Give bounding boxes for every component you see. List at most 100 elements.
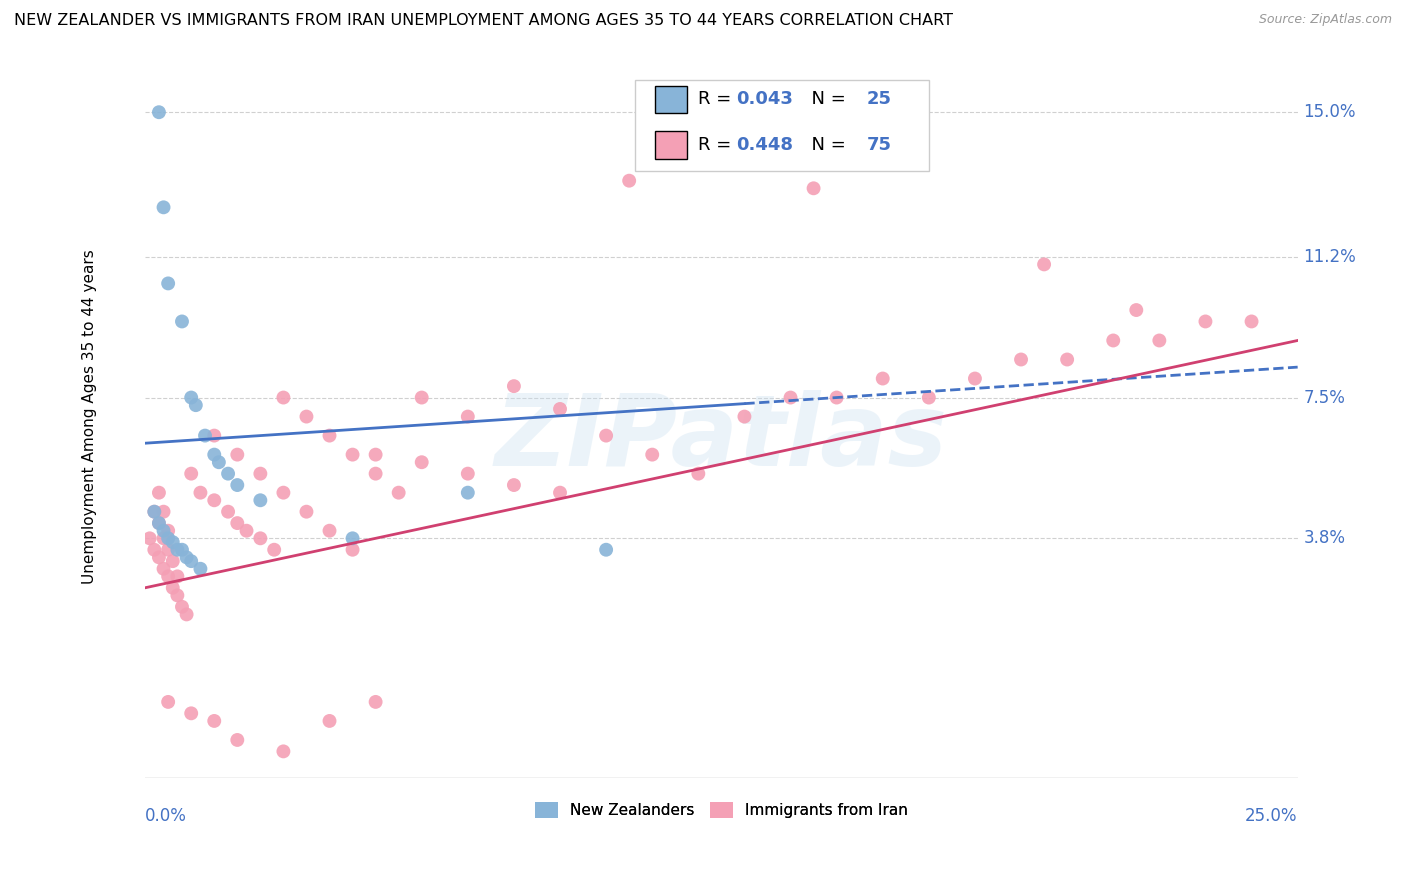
Point <box>180 554 202 568</box>
Text: 25: 25 <box>866 90 891 108</box>
Text: N =: N = <box>800 136 851 153</box>
Point <box>162 554 184 568</box>
Point <box>779 391 801 405</box>
Text: 15.0%: 15.0% <box>1303 103 1355 121</box>
Point <box>273 744 295 758</box>
Text: 0.043: 0.043 <box>737 90 793 108</box>
Point <box>166 588 188 602</box>
Point <box>457 485 479 500</box>
Point <box>235 524 257 538</box>
Point <box>176 607 198 622</box>
Point <box>803 181 825 195</box>
Point <box>364 467 387 481</box>
Point <box>318 428 340 442</box>
Point <box>342 448 364 462</box>
Point <box>273 485 295 500</box>
Point <box>318 714 340 728</box>
Point <box>503 478 526 492</box>
Point <box>166 569 188 583</box>
Point <box>226 516 249 530</box>
Text: N =: N = <box>800 90 851 108</box>
Point <box>263 542 285 557</box>
Point <box>180 706 202 721</box>
Point <box>157 531 180 545</box>
Point <box>1125 303 1147 318</box>
Point <box>157 524 180 538</box>
Point <box>249 493 271 508</box>
Point <box>202 428 225 442</box>
Point <box>364 695 387 709</box>
Point <box>963 371 986 385</box>
Point <box>190 562 212 576</box>
Point <box>157 542 180 557</box>
Point <box>148 516 170 530</box>
Point <box>190 485 212 500</box>
Point <box>411 391 433 405</box>
Text: ZIPatlas: ZIPatlas <box>495 390 948 487</box>
Point <box>364 448 387 462</box>
Point <box>166 542 188 557</box>
Point <box>148 485 170 500</box>
Point <box>457 409 479 424</box>
Point <box>202 493 225 508</box>
Point <box>162 535 184 549</box>
Text: R =: R = <box>699 136 737 153</box>
Text: 7.5%: 7.5% <box>1303 389 1346 407</box>
Point <box>180 467 202 481</box>
Legend: New Zealanders, Immigrants from Iran: New Zealanders, Immigrants from Iran <box>529 797 914 824</box>
Point <box>318 524 340 538</box>
Text: 11.2%: 11.2% <box>1303 248 1357 266</box>
FancyBboxPatch shape <box>655 131 686 159</box>
Point <box>1240 314 1263 328</box>
Text: 25.0%: 25.0% <box>1246 807 1298 825</box>
Point <box>152 524 174 538</box>
Point <box>295 409 318 424</box>
Point <box>148 105 170 120</box>
Point <box>152 200 174 214</box>
Point <box>152 562 174 576</box>
Point <box>226 478 249 492</box>
Text: 0.448: 0.448 <box>737 136 793 153</box>
Point <box>157 277 180 291</box>
Point <box>170 599 193 614</box>
FancyBboxPatch shape <box>655 86 686 113</box>
Point <box>1056 352 1078 367</box>
Point <box>733 409 755 424</box>
Point <box>152 531 174 545</box>
Point <box>249 531 271 545</box>
Point <box>595 542 617 557</box>
Point <box>411 455 433 469</box>
Point <box>1010 352 1032 367</box>
Point <box>688 467 710 481</box>
Point <box>918 391 941 405</box>
Point <box>273 391 295 405</box>
Point <box>184 398 207 412</box>
Text: 0.0%: 0.0% <box>145 807 187 825</box>
FancyBboxPatch shape <box>636 80 929 170</box>
Point <box>152 505 174 519</box>
Point <box>595 428 617 442</box>
Point <box>202 714 225 728</box>
Point <box>148 550 170 565</box>
Text: 75: 75 <box>866 136 891 153</box>
Point <box>617 174 640 188</box>
Point <box>342 542 364 557</box>
Point <box>138 531 160 545</box>
Point <box>170 542 193 557</box>
Point <box>825 391 848 405</box>
Point <box>217 467 239 481</box>
Point <box>148 516 170 530</box>
Text: NEW ZEALANDER VS IMMIGRANTS FROM IRAN UNEMPLOYMENT AMONG AGES 35 TO 44 YEARS COR: NEW ZEALANDER VS IMMIGRANTS FROM IRAN UN… <box>14 13 953 29</box>
Point <box>157 695 180 709</box>
Point <box>226 448 249 462</box>
Text: R =: R = <box>699 90 737 108</box>
Point <box>388 485 411 500</box>
Point <box>226 733 249 747</box>
Point <box>641 448 664 462</box>
Point <box>202 448 225 462</box>
Point <box>208 455 231 469</box>
Point <box>457 467 479 481</box>
Text: Unemployment Among Ages 35 to 44 years: Unemployment Among Ages 35 to 44 years <box>83 249 97 584</box>
Point <box>342 531 364 545</box>
Point <box>143 505 166 519</box>
